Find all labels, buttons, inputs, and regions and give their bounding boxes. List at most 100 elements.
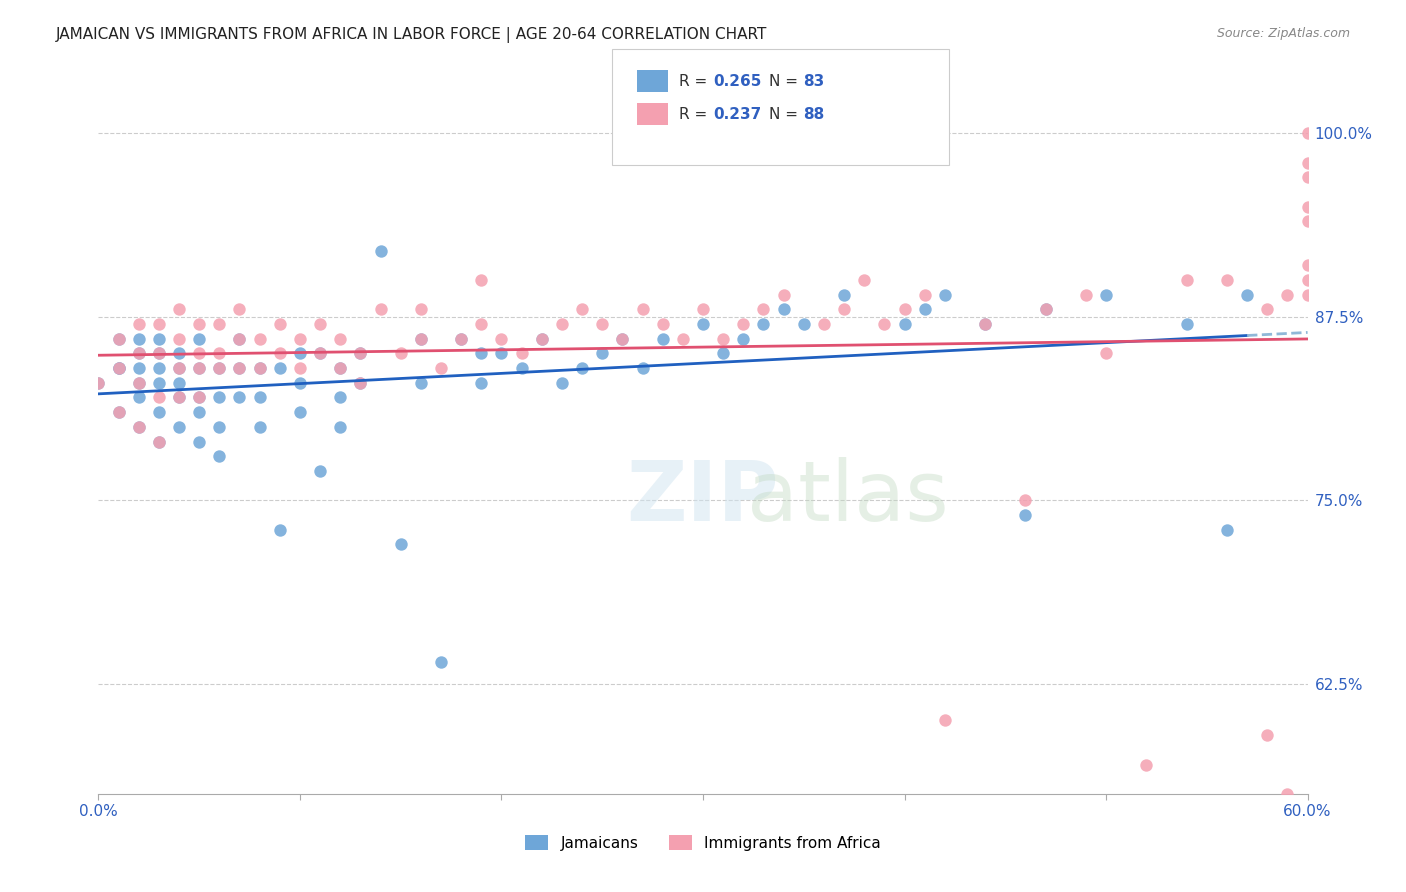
Point <box>167 391 190 405</box>
Point <box>107 361 129 376</box>
Point <box>389 537 412 551</box>
Point <box>1296 214 1319 228</box>
Point <box>1175 273 1198 287</box>
Point <box>107 332 129 346</box>
Point <box>711 346 734 360</box>
Point <box>148 332 170 346</box>
Point <box>148 405 170 419</box>
Point <box>228 332 250 346</box>
Point <box>228 302 250 317</box>
Point <box>591 317 613 331</box>
Point <box>288 361 311 376</box>
Point <box>208 420 231 434</box>
Point <box>228 391 250 405</box>
Point <box>329 420 352 434</box>
Point <box>128 420 150 434</box>
Point <box>188 361 211 376</box>
Point <box>349 346 371 360</box>
Point <box>349 346 371 360</box>
Point <box>208 391 231 405</box>
Point <box>228 332 250 346</box>
Point <box>148 361 170 376</box>
Point <box>107 405 129 419</box>
Point <box>711 332 734 346</box>
Point <box>167 302 190 317</box>
Point <box>128 346 150 360</box>
Point <box>612 332 634 346</box>
Point <box>470 376 492 390</box>
Point <box>1296 259 1319 273</box>
Point <box>188 391 211 405</box>
Point <box>188 361 211 376</box>
Point <box>1296 273 1319 287</box>
Point <box>228 361 250 376</box>
Point <box>1296 287 1319 301</box>
Point <box>450 332 472 346</box>
Point <box>873 317 896 331</box>
Point <box>228 361 250 376</box>
Point <box>148 391 170 405</box>
Point <box>370 244 392 258</box>
Text: Source: ZipAtlas.com: Source: ZipAtlas.com <box>1216 27 1350 40</box>
Point <box>148 346 170 360</box>
Point <box>1135 757 1157 772</box>
Point <box>1095 287 1118 301</box>
Point <box>934 287 956 301</box>
Point <box>772 287 794 301</box>
Point <box>309 464 332 478</box>
Point <box>208 361 231 376</box>
Point <box>752 317 775 331</box>
Text: JAMAICAN VS IMMIGRANTS FROM AFRICA IN LABOR FORCE | AGE 20-64 CORRELATION CHART: JAMAICAN VS IMMIGRANTS FROM AFRICA IN LA… <box>56 27 768 43</box>
Point <box>1035 302 1057 317</box>
Point <box>813 317 835 331</box>
Text: ZIP: ZIP <box>627 458 779 539</box>
Point <box>128 332 150 346</box>
Point <box>631 302 654 317</box>
Point <box>349 376 371 390</box>
Point <box>470 346 492 360</box>
Point <box>167 361 190 376</box>
Point <box>571 302 593 317</box>
Point <box>1296 170 1319 185</box>
Point <box>249 361 271 376</box>
Point <box>249 420 271 434</box>
Point <box>167 332 190 346</box>
Point <box>107 361 129 376</box>
Point <box>269 523 291 537</box>
Point <box>249 332 271 346</box>
Point <box>309 346 332 360</box>
Point <box>269 346 291 360</box>
Point <box>167 391 190 405</box>
Point <box>1296 126 1319 140</box>
Text: 88: 88 <box>803 107 824 121</box>
Point <box>470 273 492 287</box>
Point <box>329 391 352 405</box>
Point <box>167 376 190 390</box>
Point <box>571 361 593 376</box>
Point <box>612 332 634 346</box>
Point <box>914 302 936 317</box>
Text: N =: N = <box>769 107 803 121</box>
Point <box>1175 317 1198 331</box>
Point <box>510 361 533 376</box>
Point <box>167 420 190 434</box>
Point <box>1074 287 1097 301</box>
Point <box>893 317 915 331</box>
Point <box>148 376 170 390</box>
Point <box>87 376 110 390</box>
Point <box>491 346 513 360</box>
Point <box>87 376 110 390</box>
Point <box>128 346 150 360</box>
Point <box>188 317 211 331</box>
Point <box>208 346 231 360</box>
Point <box>288 346 311 360</box>
Point <box>1296 155 1319 169</box>
Point <box>793 317 815 331</box>
Point <box>1277 287 1299 301</box>
Point <box>188 405 211 419</box>
Point <box>269 361 291 376</box>
Point <box>1256 302 1278 317</box>
Point <box>370 302 392 317</box>
Point <box>128 376 150 390</box>
Text: 0.265: 0.265 <box>713 74 761 88</box>
